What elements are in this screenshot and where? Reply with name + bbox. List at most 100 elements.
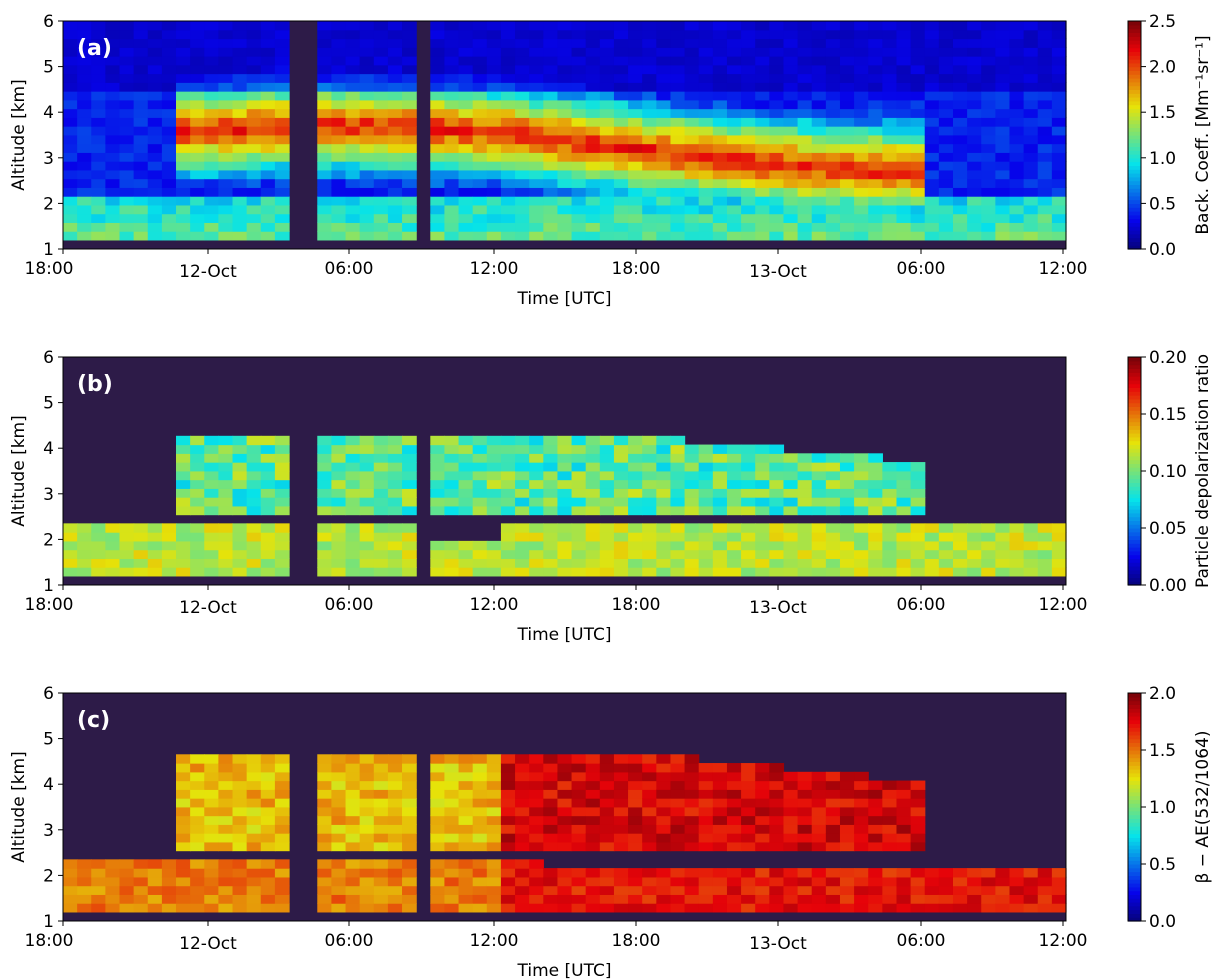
heatmap-cell: [486, 117, 502, 127]
heatmap-cell: [331, 134, 347, 145]
colorbar-tick-label: 0.0: [1149, 912, 1176, 932]
heatmap-cell: [839, 824, 855, 834]
heatmap-cell: [952, 169, 968, 180]
heatmap-cell: [769, 824, 785, 834]
heatmap-cell: [317, 64, 333, 75]
heatmap-cell: [839, 204, 855, 215]
heatmap-cell: [741, 143, 756, 153]
heatmap-cell: [387, 64, 403, 75]
heatmap-cell: [628, 143, 643, 153]
heatmap-cell: [274, 540, 290, 551]
heatmap-cell: [147, 187, 163, 197]
heatmap-cell: [77, 29, 92, 40]
heatmap-cell: [938, 204, 954, 215]
heatmap-cell: [585, 444, 601, 454]
x-tick-label: 12:00: [1039, 931, 1088, 951]
heatmap-cell: [147, 549, 163, 559]
heatmap-cell: [628, 549, 643, 559]
heatmap-cell: [486, 488, 502, 498]
heatmap-cell: [670, 567, 686, 577]
heatmap-cell: [726, 178, 742, 188]
heatmap-cell: [571, 903, 587, 913]
heatmap-cell: [755, 231, 770, 241]
heatmap-cell: [783, 134, 799, 145]
heatmap-cell: [359, 231, 375, 241]
heatmap-cell: [642, 833, 657, 843]
heatmap-cell: [769, 38, 785, 48]
heatmap-cell: [599, 231, 615, 241]
heatmap-cell: [585, 187, 601, 197]
heatmap-cell: [387, 523, 403, 533]
heatmap-cell: [656, 479, 672, 489]
heatmap-cell: [359, 91, 375, 101]
heatmap-cell: [557, 444, 573, 454]
heatmap-cell: [204, 108, 219, 118]
colorbar-swatch: [1128, 192, 1141, 197]
heatmap-cell: [726, 885, 742, 895]
heatmap-cell: [741, 161, 756, 171]
heatmap-cell: [599, 815, 615, 825]
heatmap-cell: [147, 558, 163, 568]
heatmap-cell: [613, 824, 629, 834]
colorbar-swatch: [1128, 486, 1141, 491]
heatmap-cell: [726, 540, 742, 551]
heatmap-cell: [190, 841, 205, 852]
heatmap-cell: [345, 204, 361, 215]
heatmap-cell: [797, 833, 813, 843]
heatmap-cell: [77, 558, 92, 568]
heatmap-cell: [133, 540, 149, 551]
heatmap-cell: [232, 833, 248, 843]
heatmap-cell: [444, 73, 460, 83]
heatmap-cell: [557, 549, 573, 559]
heatmap-cell: [133, 161, 149, 171]
heatmap-cell: [797, 453, 813, 463]
heatmap-cell: [274, 134, 290, 145]
heatmap-cell: [274, 64, 290, 75]
heatmap-cell: [882, 841, 898, 852]
heatmap-cell: [599, 196, 615, 206]
heatmap-cell: [430, 99, 446, 110]
heatmap-cell: [402, 859, 417, 869]
heatmap-cell: [529, 558, 544, 568]
heatmap-cell: [317, 894, 333, 904]
heatmap-cell: [105, 532, 121, 542]
heatmap-cell: [670, 894, 686, 904]
heatmap-cell: [190, 73, 205, 83]
heatmap-cell: [811, 497, 827, 507]
heatmap-cell: [218, 38, 234, 48]
heatmap-cell: [274, 169, 290, 180]
heatmap-cell: [896, 841, 912, 852]
heatmap-cell: [430, 470, 446, 481]
heatmap-cell: [642, 161, 657, 171]
x-tick-label: 18:00: [25, 259, 74, 279]
heatmap-cell: [712, 806, 728, 817]
heatmap-cell: [670, 532, 686, 542]
heatmap-cell: [515, 523, 530, 533]
heatmap-cell: [726, 204, 742, 215]
heatmap-cell: [839, 126, 855, 136]
heatmap-cell: [147, 134, 163, 145]
heatmap-cell: [246, 833, 262, 843]
heatmap-cell: [613, 29, 629, 40]
heatmap-cell: [656, 885, 672, 895]
heatmap-cell: [769, 763, 785, 773]
heatmap-cell: [656, 134, 672, 145]
heatmap-cell: [105, 894, 121, 904]
heatmap-cell: [854, 798, 869, 808]
heatmap-cell: [373, 470, 389, 481]
colorbar-swatch: [1128, 32, 1141, 37]
heatmap-cell: [854, 558, 869, 568]
heatmap-cell: [246, 806, 262, 817]
heatmap-cell: [105, 196, 121, 206]
heatmap-cell: [811, 196, 827, 206]
heatmap-cell: [981, 56, 996, 66]
heatmap-cell: [684, 29, 700, 40]
heatmap-cell: [896, 876, 912, 887]
heatmap-cell: [359, 815, 375, 825]
heatmap-cell: [896, 523, 912, 533]
heatmap-cell: [161, 143, 177, 153]
heatmap-cell: [783, 204, 799, 215]
heatmap-cell: [938, 99, 954, 110]
heatmap-cell: [458, 21, 474, 31]
heatmap-cell: [726, 824, 742, 834]
